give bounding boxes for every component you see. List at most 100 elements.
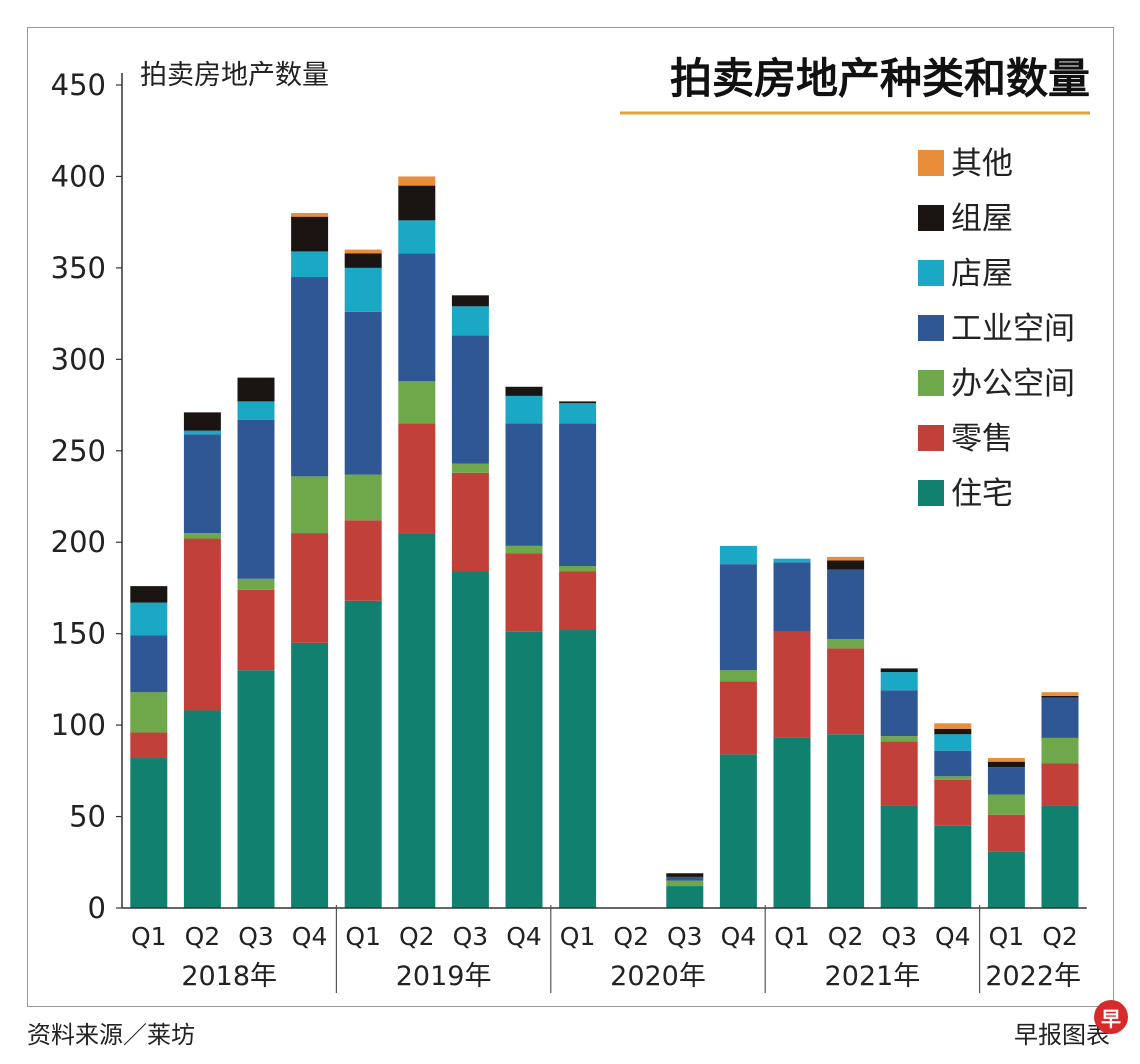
legend-label: 住宅 [951,476,1013,512]
x-tick-label: Q1 [774,922,810,951]
legend-swatch [918,205,944,231]
bar-segment [827,639,865,649]
year-group-label: 2022年 [985,961,1081,992]
legend-label: 零售 [951,421,1013,457]
bar-segment [773,562,811,632]
bar-segment [398,423,436,534]
y-axis-label: 拍卖房地产数量 [140,60,329,91]
bar-segment [666,886,704,908]
bar-segment [505,545,543,554]
bar-segment [451,335,489,464]
bar-segment [505,395,543,424]
bar-segment [987,767,1025,795]
bar-segment [880,690,918,737]
bar-segment [398,220,436,254]
bar-segment [291,251,329,278]
x-tick-label: Q3 [453,922,489,951]
bar-segment [237,589,275,671]
bar-segment [773,631,811,738]
bar-segment [183,538,221,711]
zaobao-logo-icon: 早 [1094,1000,1128,1034]
bar-segment [987,758,1025,762]
bar-segment [1041,805,1079,908]
bar-segment [559,630,597,908]
bar-segment [719,545,757,565]
y-tick-label: 250 [51,434,106,468]
x-tick-label: Q4 [721,922,757,951]
bar-segment [880,741,918,806]
legend-swatch [918,370,944,396]
bar-segment [559,403,597,424]
year-group-label: 2019年 [396,961,492,992]
bar-segment [559,401,597,404]
y-tick-label: 400 [51,159,106,193]
bar-segment [719,681,757,755]
bar-segment [934,776,972,780]
y-tick-label: 450 [51,68,106,102]
x-tick-label: Q4 [506,922,542,951]
bar-segment [505,386,543,396]
bar-segment [559,571,597,631]
bar-segment [291,533,329,643]
bar-segment [237,670,275,908]
legend-swatch [918,315,944,341]
x-tick-label: Q3 [667,922,703,951]
bar-segment [666,876,704,881]
x-axis: Q1 Q2 Q3 Q4 Q1 Q2 Q3 Q4 Q1 Q2 Q3 Q4 Q1 Q2 Q3 Q4 Q1 Q2 2018… [122,905,1087,993]
bar-segment [827,734,865,908]
source-note: 资料来源／莱坊 [27,1021,195,1049]
bar-segment [934,779,972,826]
x-tick-label: Q1 [560,922,596,951]
bar-segment [880,672,918,691]
bar-segment [344,600,382,908]
bar-segment [505,423,543,546]
y-tick-label: 150 [51,617,106,651]
y-tick-label: 300 [51,342,106,376]
bar-segment [291,213,329,217]
bar-segment [237,401,275,420]
y-tick-label: 200 [51,525,106,559]
bar-segment [880,736,918,742]
bar-segment [719,754,757,908]
bar-segment [827,556,865,561]
year-group-label: 2020年 [610,961,706,992]
bar-segment [130,692,168,733]
legend-swatch [918,425,944,451]
legend-label: 办公空间 [951,366,1075,402]
x-tick-label: Q2 [828,922,864,951]
bar-segment [291,277,329,477]
bar-segment [398,253,436,382]
bar-segment [398,533,436,908]
legend-label: 组屋 [951,201,1013,237]
bar-segment [130,635,168,693]
bar-segment [987,851,1025,908]
bar-segment [505,553,543,632]
x-tick-label: Q4 [935,922,971,951]
bar-segment [773,558,811,563]
bar-segment [451,472,489,572]
y-axis: 0 50 100 150 200 250 300 350 400 450 [51,68,123,925]
bar-segment [1041,695,1079,698]
bar-segment [237,578,275,590]
bar-segment [934,723,972,729]
legend-swatch [918,480,944,506]
y-tick-label: 100 [51,708,106,742]
x-tick-label: Q2 [613,922,649,951]
bar-segment [344,311,382,475]
bar-segment [291,642,329,908]
bar-segment [987,761,1025,768]
legend-swatch [918,260,944,286]
bar-segment [934,750,972,777]
year-group-label: 2018年 [181,961,277,992]
x-tick-label: Q2 [185,922,221,951]
bar-segment [827,569,865,640]
y-tick-label: 350 [51,251,106,285]
bar-segment [344,267,382,312]
bar-segment [451,295,489,307]
bar-segment [344,474,382,521]
bar-segment [505,631,543,908]
bar-segment [237,419,275,579]
bar-segment [237,377,275,402]
bar-segment [183,434,221,534]
legend-label: 其他 [951,146,1013,182]
